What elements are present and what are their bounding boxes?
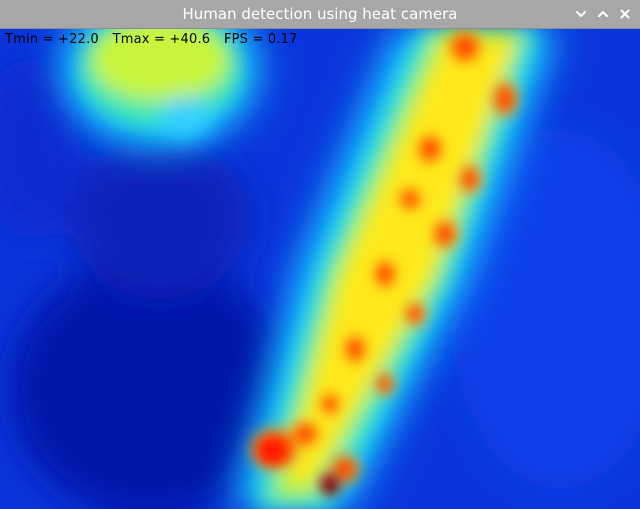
fps-label: FPS = bbox=[223, 32, 264, 47]
warm-blob-top-left bbox=[60, 29, 260, 149]
fps-value: 0.17 bbox=[267, 32, 298, 47]
tmax-label: Tmax = bbox=[112, 32, 166, 47]
tmax-value: +40.6 bbox=[169, 32, 211, 47]
chevron-down-icon bbox=[576, 11, 586, 17]
titlebar[interactable]: Human detection using heat camera bbox=[0, 0, 640, 29]
maximize-button[interactable] bbox=[594, 5, 612, 23]
heat-camera-view: Tmin = +22.0 Tmax = +40.6 FPS = 0.17 bbox=[0, 29, 640, 509]
warm-body-strip bbox=[230, 29, 560, 509]
thermal-heatmap bbox=[0, 29, 640, 509]
cold-regions bbox=[0, 59, 640, 509]
close-button[interactable] bbox=[616, 5, 634, 23]
close-icon bbox=[620, 9, 630, 19]
chevron-up-icon bbox=[598, 11, 608, 17]
tmin-value: +22.0 bbox=[58, 32, 99, 47]
temperature-readout: Tmin = +22.0 Tmax = +40.6 FPS = 0.17 bbox=[5, 32, 298, 48]
window-controls bbox=[572, 5, 634, 23]
tmin-label: Tmin = bbox=[5, 32, 54, 47]
window-title: Human detection using heat camera bbox=[182, 5, 458, 23]
minimize-button[interactable] bbox=[572, 5, 590, 23]
